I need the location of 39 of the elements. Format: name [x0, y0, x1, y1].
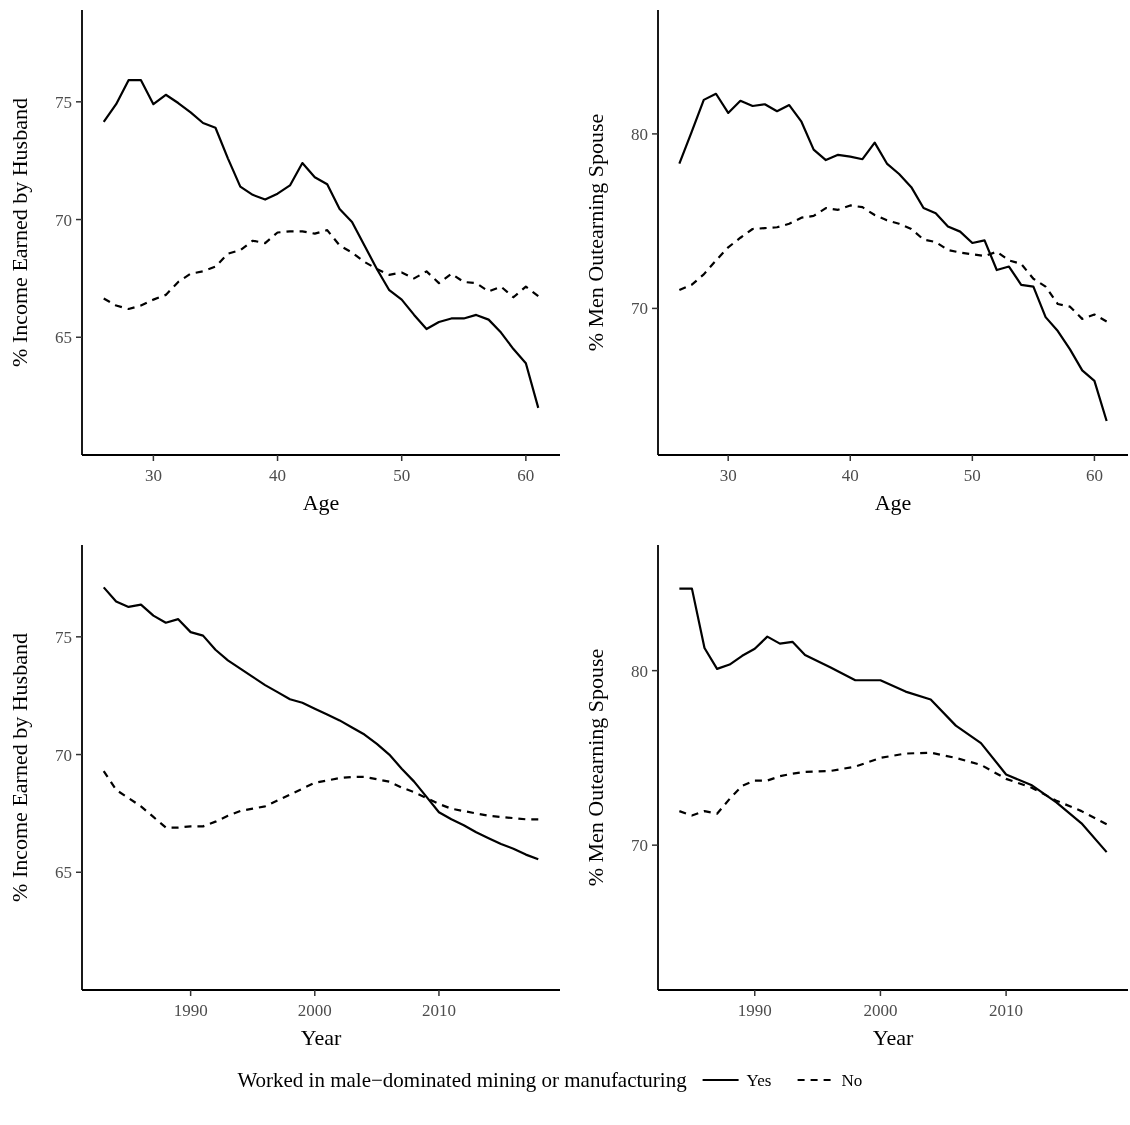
x-tick-label: 50 — [393, 466, 411, 485]
x-axis-title: Age — [874, 490, 912, 515]
y-tick-label: 80 — [631, 124, 648, 144]
y-axis-title: % Income Earned by Husband — [7, 633, 32, 902]
x-tick-label: 2010 — [421, 1001, 456, 1020]
y-tick-label: 80 — [631, 661, 648, 681]
x-tick-label: 1990 — [737, 1001, 772, 1020]
y-tick-label: 70 — [631, 299, 648, 319]
legend-label: No — [841, 1070, 863, 1090]
x-tick-label: 2010 — [989, 1001, 1024, 1020]
y-tick-label: 70 — [55, 210, 72, 230]
y-tick-label: 65 — [55, 328, 72, 348]
line-series — [102, 586, 540, 861]
x-tick-label: 30 — [144, 466, 162, 485]
y-tick-label: 75 — [55, 627, 72, 647]
y-axis-title: % Men Outearning Spouse — [583, 648, 608, 887]
x-tick-label: 30 — [719, 466, 737, 485]
y-tick-label: 75 — [55, 92, 72, 112]
x-axis-title: Year — [872, 1025, 914, 1050]
x-tick-label: 50 — [963, 466, 981, 485]
x-tick-label: 60 — [1085, 466, 1103, 485]
x-axis-title: Year — [300, 1025, 342, 1050]
y-axis-title: % Income Earned by Husband — [7, 98, 32, 367]
x-tick-label: 1990 — [173, 1001, 208, 1020]
x-tick-label: 2000 — [863, 1001, 898, 1020]
line-series — [678, 587, 1108, 854]
line-series — [102, 79, 540, 410]
x-tick-label: 60 — [517, 466, 535, 485]
x-tick-label: 2000 — [297, 1001, 332, 1020]
legend-label: Yes — [746, 1070, 772, 1090]
x-tick-label: 40 — [269, 466, 287, 485]
y-tick-label: 65 — [55, 863, 72, 883]
x-axis-title: Age — [302, 490, 340, 515]
legend-title: Worked in male−dominated mining or manufacturing — [237, 1068, 688, 1093]
line-series — [678, 92, 1108, 423]
y-tick-label: 70 — [631, 836, 648, 856]
y-axis-title: % Men Outearning Spouse — [583, 113, 608, 352]
y-tick-label: 70 — [55, 745, 72, 765]
x-tick-label: 40 — [841, 466, 859, 485]
